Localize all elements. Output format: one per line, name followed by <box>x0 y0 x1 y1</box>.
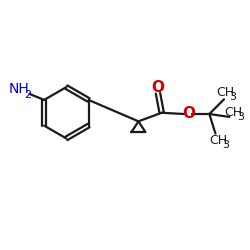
Text: O: O <box>182 106 195 121</box>
Text: 3: 3 <box>222 140 229 150</box>
Text: 3: 3 <box>230 92 236 102</box>
Text: CH: CH <box>217 86 235 99</box>
Text: CH: CH <box>209 134 227 147</box>
Text: CH: CH <box>224 106 242 118</box>
Text: NH: NH <box>9 82 29 96</box>
Text: 3: 3 <box>237 112 244 122</box>
Text: O: O <box>152 80 164 94</box>
Text: 2: 2 <box>24 90 32 100</box>
